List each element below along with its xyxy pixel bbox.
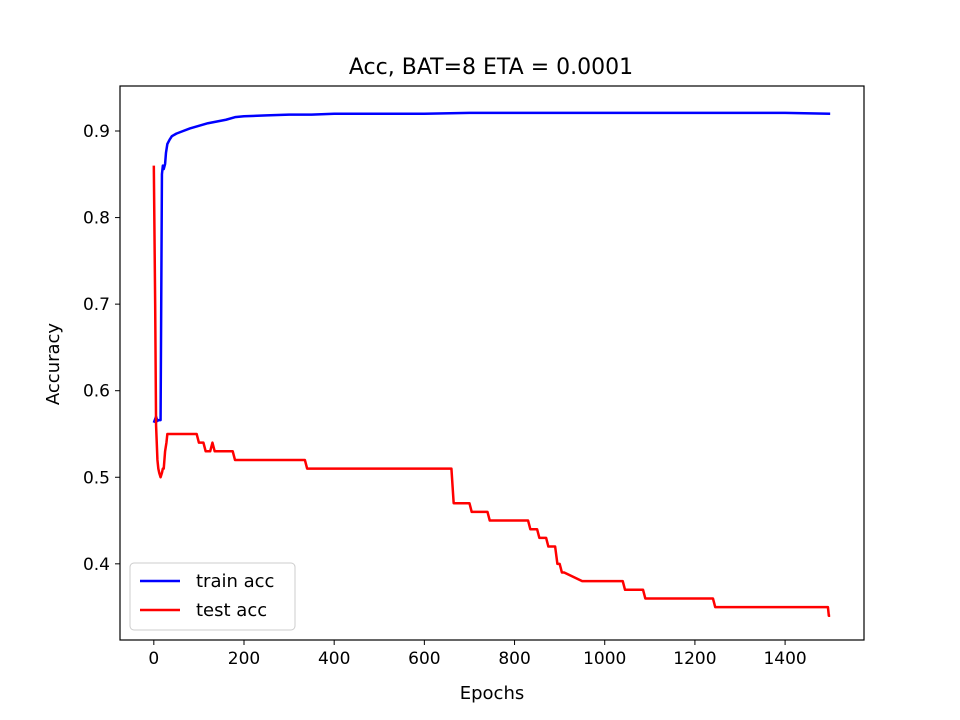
ticks-layer: 0 200 400 600 800 1000 1200 1400 0.4 0.5 0.6 0.7 0.8…: [83, 122, 807, 669]
y-tick-label-4: 0.8: [83, 209, 110, 229]
chart-title: Acc, BAT=8 ETA = 0.0001: [349, 55, 633, 80]
x-tick-label-0: 0: [148, 649, 159, 669]
y-tick-label-5: 0.9: [83, 122, 110, 142]
series-line-0: [152, 111, 831, 424]
legend: train acc test acc: [129, 562, 296, 631]
x-tick-label-1: 200: [228, 649, 260, 669]
x-tick-label-4: 800: [498, 649, 530, 669]
legend-label-train: train acc: [196, 571, 274, 592]
y-tick-label-3: 0.7: [83, 295, 110, 315]
legend-label-test: test acc: [196, 600, 267, 621]
x-tick-label-3: 600: [408, 649, 440, 669]
series-line-1: [152, 165, 831, 618]
plot-layer: [152, 111, 831, 618]
x-tick-label-7: 1400: [763, 649, 806, 669]
plot-frame: [119, 85, 865, 641]
y-tick-label-1: 0.5: [83, 468, 110, 488]
x-tick-label-6: 1200: [673, 649, 716, 669]
y-axis-label: Accuracy: [43, 323, 64, 406]
y-tick-label-2: 0.6: [83, 382, 110, 402]
y-tick-label-0: 0.4: [83, 555, 110, 575]
x-tick-label-2: 400: [318, 649, 350, 669]
x-axis-label: Epochs: [460, 683, 525, 704]
x-tick-label-5: 1000: [583, 649, 626, 669]
